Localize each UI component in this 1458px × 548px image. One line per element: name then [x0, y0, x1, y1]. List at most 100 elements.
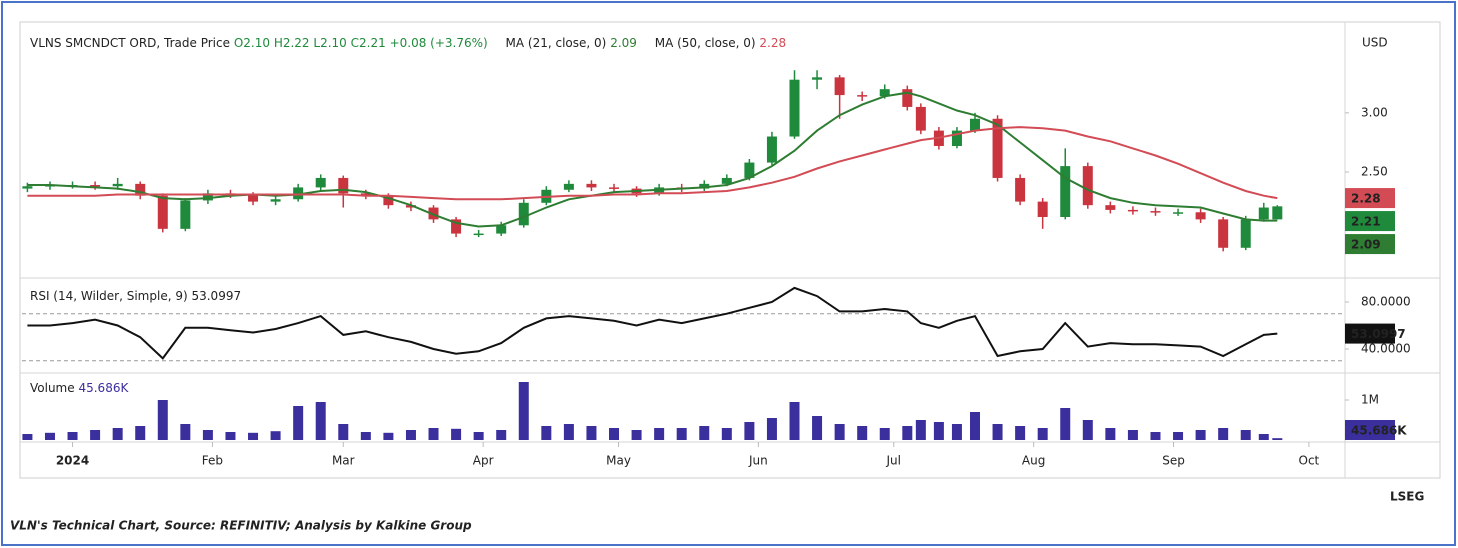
candle-body [1150, 211, 1161, 213]
candle-body [879, 89, 890, 97]
volume-bar [1015, 426, 1026, 440]
candle-body [428, 207, 439, 220]
volume-bar [951, 424, 962, 440]
candle-body [496, 225, 507, 234]
candle-body [473, 233, 484, 236]
candle-body [90, 185, 101, 187]
volume-bar [157, 400, 168, 440]
volume-bar [293, 406, 304, 440]
volume-bar [586, 426, 597, 440]
candle-body [1127, 209, 1138, 212]
ma-value: 2.09 [610, 36, 637, 50]
candle-body [1082, 166, 1093, 206]
volume-bar [789, 402, 800, 440]
candle-body [22, 186, 33, 189]
candle-body [405, 205, 416, 208]
candle-body [1240, 219, 1251, 248]
volume-bar [67, 432, 78, 440]
candle-body [248, 194, 259, 202]
instrument-name: VLNS SMCNDCT ORD, Trade Price [30, 36, 230, 50]
volume-tick-label: 1M [1361, 393, 1379, 407]
candle-body [518, 202, 529, 226]
volume-bar [451, 428, 462, 440]
volume-bar [135, 426, 146, 440]
x-tick-label: Mar [332, 454, 355, 468]
volume-bar [1127, 430, 1138, 440]
rsi-header: RSI (14, Wilder, Simple, 9) 53.0997 [30, 289, 241, 303]
moving-average [27, 126, 1278, 201]
volume-bar [676, 428, 687, 440]
volume-badge [1345, 420, 1395, 440]
candle-body [857, 95, 868, 97]
candle-body [360, 193, 371, 196]
candle-body [112, 183, 123, 187]
caption: VLN's Technical Chart, Source: REFINITIV… [10, 519, 472, 533]
logo: LSEG [1390, 490, 1424, 504]
x-tick-label: Apr [473, 454, 494, 468]
candle-body [1037, 201, 1048, 218]
volume-bar [933, 422, 944, 440]
price-badge [1345, 188, 1395, 209]
volume-bar [202, 430, 213, 440]
volume-badge-label: 45.686K [1351, 424, 1407, 438]
volume-bar [1272, 438, 1283, 440]
volume-bar [879, 428, 890, 440]
volume-bar [915, 420, 926, 440]
volume-bar [1150, 432, 1161, 440]
candle-body [383, 195, 394, 206]
volume-bar [766, 418, 777, 440]
volume-bar [383, 432, 394, 440]
price-badge [1345, 211, 1395, 232]
x-tick-label: Feb [202, 454, 223, 468]
volume-bar [834, 424, 845, 440]
candle-body [270, 199, 281, 202]
volume-name: Volume [30, 381, 75, 395]
rsi-badge-label: 53.0997 [1351, 327, 1406, 341]
rsi-tick-label: 80.0000 [1361, 294, 1411, 308]
candle-body [789, 79, 800, 137]
close-label: C2.21 [351, 36, 386, 50]
price-badge-label: 2.09 [1351, 238, 1381, 252]
price-tick-label: 2.50 [1361, 165, 1388, 179]
volume-bar [270, 431, 281, 440]
volume-bar [180, 424, 191, 440]
candle-body [157, 195, 168, 229]
x-tick-label: Jun [748, 454, 768, 468]
price-badge [1345, 234, 1395, 255]
candle-body [1173, 212, 1184, 214]
volume-bar [315, 402, 326, 440]
rsi-badge [1345, 323, 1395, 344]
candle-body [1105, 205, 1116, 210]
candle-body [915, 106, 926, 131]
volume-bar [654, 428, 665, 440]
candle-body [992, 118, 1003, 178]
rsi-value: 53.0997 [191, 289, 241, 303]
volume-bar [90, 430, 101, 440]
candle-body [609, 187, 620, 189]
volume-bar [969, 412, 980, 440]
price-tick-label: 3.00 [1361, 105, 1388, 119]
x-tick-label: Aug [1022, 454, 1045, 468]
candle-body [563, 183, 574, 190]
volume-bar [360, 432, 371, 440]
rsi-tick-label: 40.0000 [1361, 341, 1411, 355]
price-badge-label: 2.21 [1351, 215, 1381, 229]
volume-bar [338, 424, 349, 440]
volume-bar [248, 432, 259, 440]
candle-body [1195, 212, 1206, 220]
candle-body [1258, 207, 1269, 220]
rsi-line [27, 286, 1278, 360]
candle-body [586, 183, 597, 188]
rsi-name: RSI (14, Wilder, Simple, 9) [30, 289, 188, 303]
volume-bar [44, 432, 55, 440]
ma-value: 2.28 [759, 36, 786, 50]
x-tick-label: Jul [886, 454, 901, 468]
candle-body [766, 136, 777, 163]
candle-body [721, 177, 732, 184]
candle-body [1060, 166, 1071, 218]
volume-bar [1060, 408, 1071, 440]
candle-body [699, 183, 710, 189]
volume-bar [541, 426, 552, 440]
volume-bar [405, 430, 416, 440]
